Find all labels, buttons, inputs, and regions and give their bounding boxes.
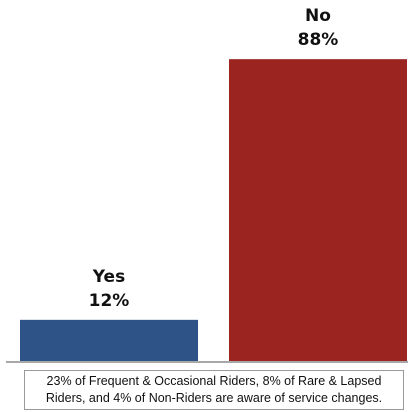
bar-yes [20,320,198,361]
category-label-yes: Yes [92,267,125,287]
bars-group [20,59,407,361]
footnote-box: 23% of Frequent & Occasional Riders, 8% … [24,370,404,410]
value-label-no: 88% [298,30,339,50]
footnote-line-1: 23% of Frequent & Occasional Riders, 8% … [25,373,403,390]
bar-no [229,59,407,361]
value-label-yes: 12% [89,291,130,311]
category-label-no: No [305,6,331,26]
footnote-line-2: Riders, and 4% of Non-Riders are aware o… [25,390,403,407]
